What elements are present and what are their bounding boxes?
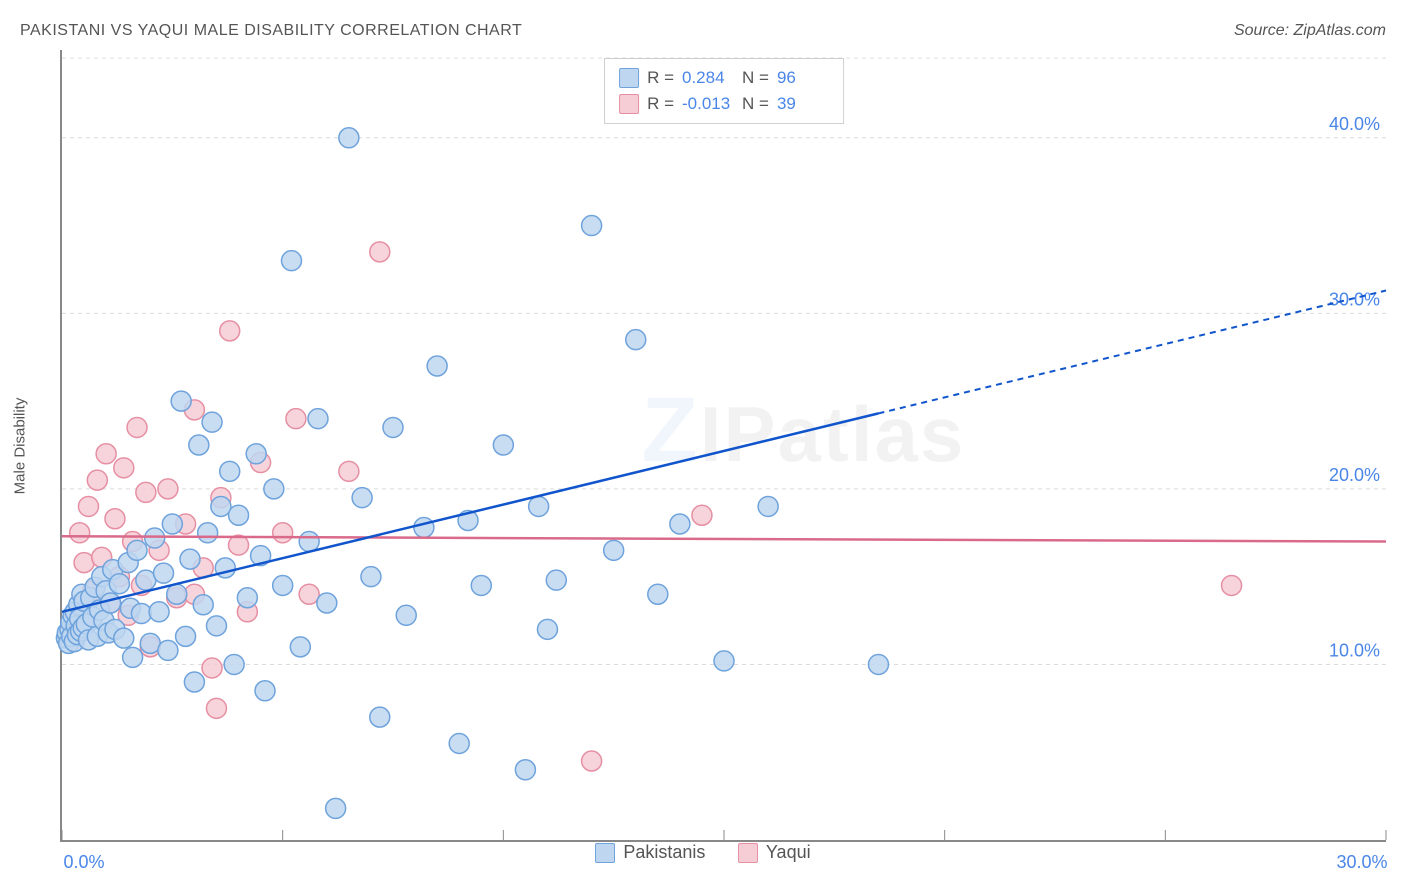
swatch-series-2: [619, 94, 639, 114]
stats-legend: R = 0.284 N = 96 R = -0.013 N = 39: [604, 58, 844, 124]
legend-label-2: Yaqui: [766, 842, 811, 863]
r-value-2: -0.013: [682, 91, 734, 117]
r-value-1: 0.284: [682, 65, 734, 91]
header: PAKISTANI VS YAQUI MALE DISABILITY CORRE…: [0, 0, 1406, 50]
chart-area: Male Disability 10.0%20.0%30.0%40.0%0.0%…: [20, 50, 1386, 842]
svg-text:10.0%: 10.0%: [1329, 640, 1380, 660]
r-label: R =: [647, 65, 674, 91]
r-label: R =: [647, 91, 674, 117]
stats-row-2: R = -0.013 N = 39: [619, 91, 829, 117]
n-value-2: 39: [777, 91, 829, 117]
svg-text:ZIPatlas: ZIPatlas: [642, 379, 966, 481]
bottom-legend: Pakistanis Yaqui: [0, 842, 1406, 892]
legend-swatch-1: [595, 843, 615, 863]
legend-swatch-2: [738, 843, 758, 863]
source-label: Source: ZipAtlas.com: [1234, 22, 1386, 40]
chart-title: PAKISTANI VS YAQUI MALE DISABILITY CORRE…: [20, 22, 522, 40]
n-label: N =: [742, 91, 769, 117]
y-axis-label: Male Disability: [12, 398, 29, 495]
n-value-1: 96: [777, 65, 829, 91]
plot-area: 10.0%20.0%30.0%40.0%0.0%30.0%ZIPatlas R …: [60, 50, 1386, 842]
svg-text:30.0%: 30.0%: [1329, 289, 1380, 309]
legend-item-1: Pakistanis: [595, 842, 705, 863]
legend-item-2: Yaqui: [738, 842, 811, 863]
chart-svg: 10.0%20.0%30.0%40.0%0.0%30.0%ZIPatlas: [62, 50, 1386, 840]
svg-text:20.0%: 20.0%: [1329, 465, 1380, 485]
legend-label-1: Pakistanis: [623, 842, 705, 863]
swatch-series-1: [619, 68, 639, 88]
svg-text:40.0%: 40.0%: [1329, 114, 1380, 134]
n-label: N =: [742, 65, 769, 91]
stats-row-1: R = 0.284 N = 96: [619, 65, 829, 91]
